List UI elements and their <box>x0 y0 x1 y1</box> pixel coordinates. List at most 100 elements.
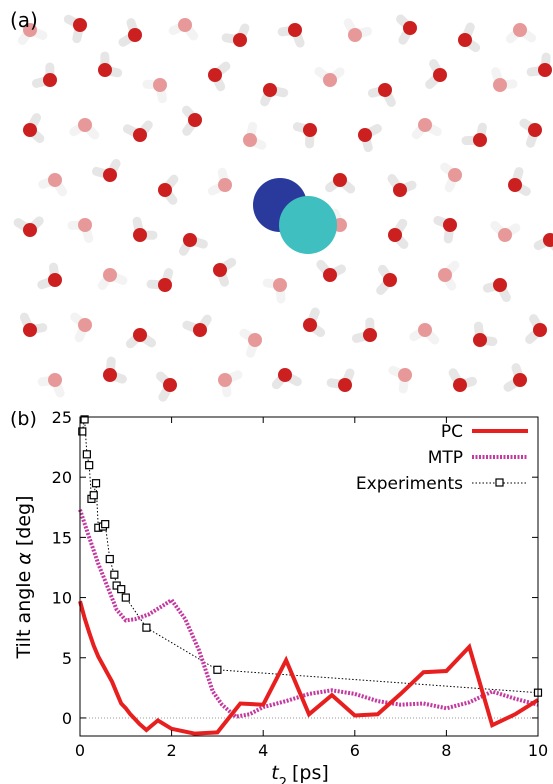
y-axis-label: Tilt angle α [deg] <box>13 495 35 659</box>
h-bond-stick <box>420 325 440 345</box>
water-molecule <box>178 233 208 256</box>
h-bond-stick <box>239 328 260 345</box>
h-bond-stick <box>398 370 410 394</box>
h-bond-stick <box>505 25 525 44</box>
oxygen-atom <box>473 133 487 147</box>
water-molecule <box>277 23 305 48</box>
water-molecule <box>388 218 409 249</box>
data-point-experiments <box>78 427 87 436</box>
water-molecule <box>525 314 547 344</box>
water-molecule <box>505 23 537 44</box>
water-molecule <box>533 233 553 252</box>
water-molecule <box>292 122 317 149</box>
y-tick-label: 5 <box>62 649 72 668</box>
water-molecule <box>326 368 355 392</box>
oxygen-atom <box>78 218 92 232</box>
legend-marker-experiments <box>495 478 504 487</box>
h-bond-stick <box>168 20 190 36</box>
water-molecule <box>343 18 372 42</box>
oxygen-atom <box>473 333 487 347</box>
oxygen-atom <box>303 123 317 137</box>
water-solvation-rendering <box>10 10 553 407</box>
h-bond-stick <box>80 220 94 243</box>
oxygen-atom <box>458 33 472 47</box>
oxygen-atom <box>278 368 292 382</box>
water-molecule <box>31 62 57 88</box>
data-point-experiments <box>110 570 119 579</box>
water-molecule <box>440 162 462 193</box>
oxygen-atom <box>363 328 377 342</box>
tilt-angle-chart: (b) 0 2 4 6 8 10 0 5 10 15 20 25 PC MTP Experiments… <box>10 408 548 784</box>
panel-label-a: (a) <box>10 8 38 32</box>
oxygen-atom <box>218 373 232 387</box>
solute-atom-c <box>279 196 337 254</box>
oxygen-atom <box>248 333 262 347</box>
oxygen-atom <box>493 278 507 292</box>
oxygen-atom <box>418 323 432 337</box>
h-bond-stick <box>105 270 128 285</box>
x-axis-label: t2 [ps] <box>271 762 329 784</box>
oxygen-atom <box>438 268 452 282</box>
h-bond-stick <box>50 375 65 398</box>
h-bond-stick <box>25 25 48 40</box>
oxygen-atom <box>158 183 172 197</box>
h-bond-stick <box>491 67 505 90</box>
h-bond-stick <box>155 80 167 104</box>
water-molecule <box>221 23 250 47</box>
water-molecule <box>388 365 412 394</box>
h-bond-stick <box>142 79 165 90</box>
oxygen-atom <box>158 278 172 292</box>
oxygen-atom <box>378 83 392 97</box>
y-axis-unit: [deg] <box>13 495 35 552</box>
data-point-experiments <box>142 623 151 632</box>
x-tick-label: 8 <box>441 741 451 760</box>
oxygen-atom <box>543 233 553 247</box>
x-tick-label: 4 <box>258 741 268 760</box>
legend: PC MTP Experiments <box>356 422 528 494</box>
h-bond-stick <box>330 208 345 230</box>
h-bond-stick <box>325 67 345 85</box>
h-bond-stick <box>314 66 335 85</box>
oxygen-atom <box>403 21 417 35</box>
h-bond-stick <box>440 162 460 180</box>
oxygen-atom <box>498 228 512 242</box>
data-point-experiments <box>121 593 130 602</box>
oxygen-atom <box>208 68 222 82</box>
h-bond-stick <box>440 270 457 291</box>
oxygen-atom <box>358 128 372 142</box>
water-molecule <box>70 312 92 343</box>
y-tick-label: 20 <box>52 468 72 487</box>
water-molecule <box>239 328 262 358</box>
oxygen-atom <box>418 118 432 132</box>
molecular-snapshot <box>10 10 553 407</box>
oxygen-atom <box>233 33 247 47</box>
water-molecule <box>396 14 417 45</box>
data-point-experiments <box>82 450 91 459</box>
oxygen-atom <box>178 18 192 32</box>
oxygen-atom <box>528 123 542 137</box>
data-point-experiments <box>80 415 89 424</box>
h-bond-stick <box>17 25 35 46</box>
water-molecule <box>425 59 447 89</box>
water-molecule <box>182 105 202 136</box>
water-molecule <box>448 368 477 392</box>
water-molecule <box>260 83 289 107</box>
water-molecule <box>243 121 267 150</box>
oxygen-atom <box>133 228 147 242</box>
oxygen-atom <box>393 183 407 197</box>
oxygen-atom <box>193 323 207 337</box>
water-molecule <box>490 220 521 242</box>
water-molecule <box>316 259 347 282</box>
water-molecule <box>358 123 382 153</box>
data-point-experiments <box>85 461 94 470</box>
water-molecule <box>387 174 417 197</box>
y-tick-label: 10 <box>52 589 72 608</box>
h-bond-stick <box>67 220 90 231</box>
h-bond-stick <box>245 335 260 358</box>
h-bond-stick <box>440 260 460 280</box>
legend-label-experiments: Experiments <box>356 474 463 494</box>
x-tick-label: 10 <box>528 741 548 760</box>
data-point-experiments <box>91 479 101 488</box>
legend-label-mtp: MTP <box>428 448 463 468</box>
